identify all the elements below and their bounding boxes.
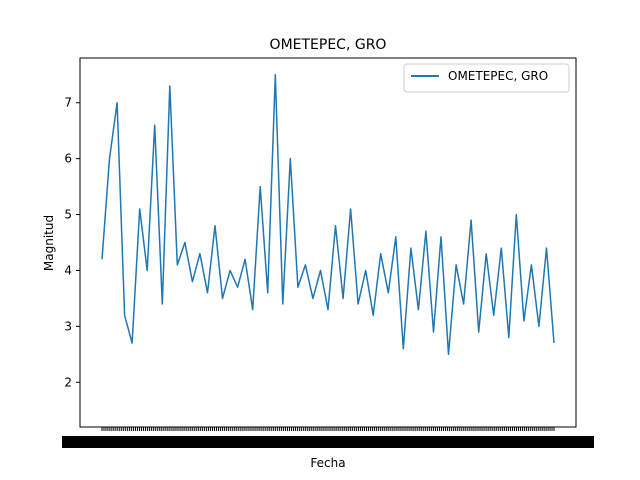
x-axis-label: Fecha	[310, 456, 345, 470]
plot-area	[80, 58, 576, 427]
x-tick-labels-overlapping	[62, 436, 594, 448]
plot-frame	[79, 57, 577, 428]
y-tick-label: 4	[64, 263, 72, 277]
y-tick-label: 7	[64, 96, 72, 110]
y-tick-label: 3	[64, 319, 72, 333]
legend-label: OMETEPEC, GRO	[448, 69, 548, 83]
y-tick-label: 5	[64, 208, 72, 222]
y-tick-label: 2	[64, 375, 72, 389]
y-axis-ticks: 2 3 4 5 6 7	[64, 96, 80, 389]
legend-box	[403, 63, 570, 93]
y-tick-label: 6	[64, 152, 72, 166]
legend: OMETEPEC, GRO	[403, 63, 570, 93]
y-axis-label: Magnitud	[42, 215, 56, 271]
x-axis-ticks	[62, 427, 594, 448]
series-line	[101, 74, 555, 356]
chart-title: OMETEPEC, GRO	[270, 37, 387, 53]
series-group	[101, 74, 555, 356]
